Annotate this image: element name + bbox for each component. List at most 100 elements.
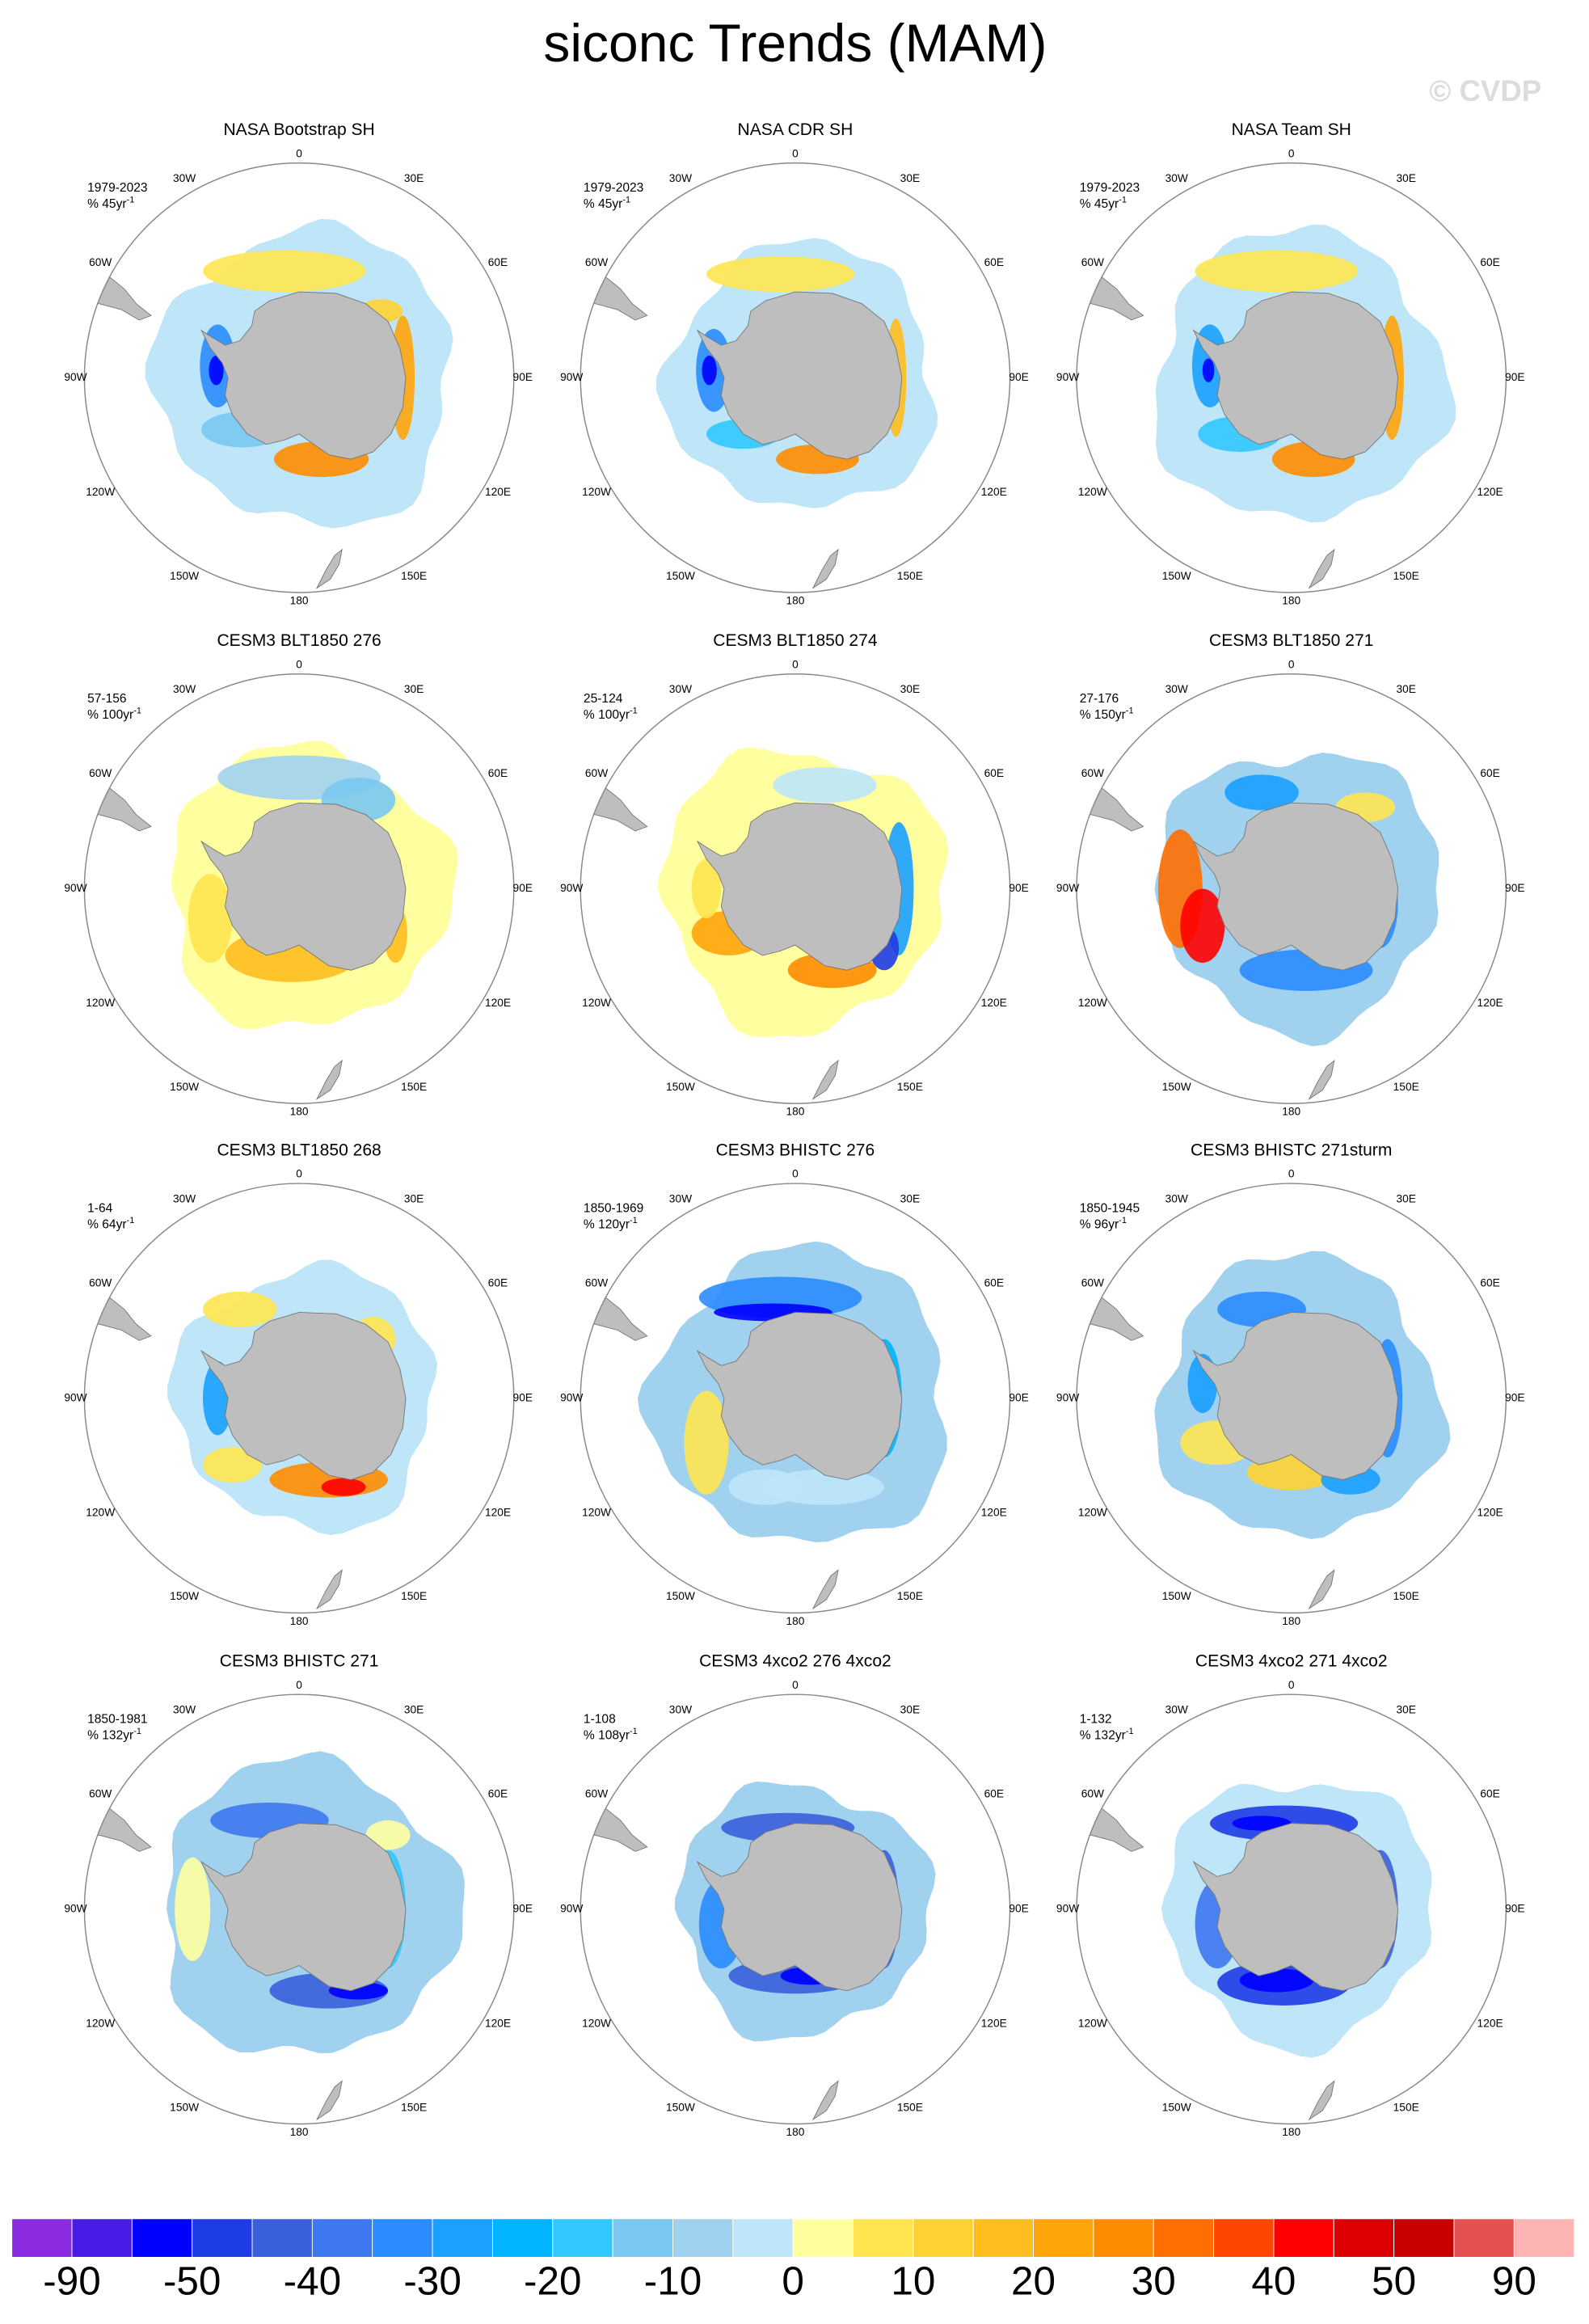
panel-title: CESM3 BLT1850 271	[1209, 631, 1373, 650]
sea-ice-patch	[1180, 888, 1225, 964]
map-area	[84, 740, 458, 1100]
antarctica	[200, 1312, 407, 1480]
antarctica	[696, 802, 903, 971]
sea-ice-patch	[691, 858, 722, 919]
longitude-label: 60W	[89, 1787, 112, 1799]
colorbar-label: 40	[1251, 2259, 1296, 2303]
longitude-label: 0	[1288, 1679, 1295, 1691]
map-border	[1076, 1183, 1507, 1614]
panel-title: CESM3 BHISTC 276	[716, 1141, 875, 1159]
period: 57-156	[87, 692, 126, 706]
longitude-label: 60E	[488, 256, 508, 268]
longitude-label: 60W	[89, 256, 112, 268]
longitude-label: 90W	[64, 371, 86, 383]
colorbar-box	[1453, 2218, 1515, 2258]
longitude-label: 90W	[64, 882, 86, 894]
colorbar-label: -30	[403, 2259, 462, 2303]
colorbar-box	[251, 2218, 313, 2258]
longitude-label: 0	[296, 658, 302, 670]
longitude-label: 120E	[485, 486, 511, 498]
longitude-label: 30W	[1165, 1192, 1188, 1204]
longitude-label: 90E	[1505, 1902, 1524, 1914]
units-exponent: -1	[133, 706, 141, 715]
map-border	[1076, 673, 1507, 1104]
longitude-label: 0	[1288, 1168, 1295, 1180]
sea-ice-patch	[321, 1478, 366, 1496]
colorbar-box	[972, 2218, 1035, 2258]
longitude-label: 180	[1282, 1615, 1300, 1627]
sea-ice-patch	[203, 250, 366, 293]
new-zealand	[315, 2080, 343, 2121]
colorbar-box	[311, 2218, 373, 2258]
antarctica	[200, 291, 407, 460]
units-exponent: -1	[1119, 1216, 1127, 1225]
colorbar-box	[672, 2218, 734, 2258]
longitude-label: 30E	[900, 172, 920, 184]
colorbar-box	[1333, 2218, 1395, 2258]
panel-title: CESM3 BHISTC 271	[220, 1651, 379, 1670]
map-border	[83, 1693, 515, 2125]
new-zealand	[1308, 2080, 1335, 2121]
longitude-label: 30W	[1165, 172, 1188, 184]
panel-title: CESM3 BLT1850 276	[217, 631, 381, 650]
longitude-label: 60W	[89, 767, 112, 779]
colorbar-label: 0	[782, 2259, 804, 2303]
longitude-label: 90E	[513, 882, 533, 894]
panel-title: CESM3 BHISTC 271sturm	[1191, 1141, 1392, 1159]
sea-ice-patch	[1202, 358, 1215, 382]
longitude-label: 150W	[666, 1590, 695, 1602]
longitude-label: 90W	[1056, 371, 1079, 383]
sea-ice-patch	[1232, 1816, 1292, 1831]
longitude-label: 60W	[585, 1276, 608, 1289]
antarctica	[1192, 802, 1399, 971]
units: % 100yr-1	[584, 706, 638, 722]
longitude-label: 180	[1282, 1106, 1300, 1118]
panel-title: NASA Team SH	[1232, 120, 1351, 139]
new-zealand	[811, 2080, 839, 2121]
map-border	[580, 1183, 1011, 1614]
units: % 45yr-1	[584, 195, 630, 211]
longitude-label: 30E	[900, 683, 920, 695]
longitude-label: 150W	[666, 570, 695, 582]
map-area	[84, 1259, 438, 1610]
longitude-label: 30E	[1396, 1192, 1415, 1204]
colorbar-label: -90	[43, 2259, 101, 2303]
longitude-label: 150W	[170, 570, 199, 582]
longitude-label: 150W	[170, 1081, 199, 1093]
longitude-label: 120E	[485, 1506, 511, 1518]
longitude-label: 60E	[1480, 1276, 1499, 1289]
longitude-label: 180	[786, 1106, 804, 1118]
longitude-label: 180	[290, 1615, 309, 1627]
longitude-label: 30E	[404, 1704, 424, 1716]
longitude-label: 120W	[86, 486, 115, 498]
longitude-label: 120E	[1477, 1506, 1503, 1518]
longitude-label: 90E	[1009, 371, 1028, 383]
longitude-label: 60W	[1081, 767, 1104, 779]
sea-ice-patch	[684, 1390, 729, 1495]
longitude-label: 60W	[585, 1787, 608, 1799]
longitude-label: 60W	[1081, 256, 1104, 268]
longitude-label: 30W	[173, 1704, 196, 1716]
map-border	[83, 1183, 515, 1614]
longitude-label: 90E	[1009, 882, 1028, 894]
units-base: % 100yr	[87, 708, 133, 722]
longitude-label: 60W	[1081, 1787, 1104, 1799]
longitude-label: 180	[1282, 2126, 1300, 2138]
sea-ice-patch	[1224, 774, 1299, 811]
units: % 150yr-1	[1080, 706, 1134, 722]
panel-title: NASA Bootstrap SH	[223, 120, 374, 139]
longitude-label: 90E	[1009, 1391, 1028, 1403]
map-area	[580, 1781, 936, 2121]
longitude-label: 120W	[582, 486, 611, 498]
longitude-label: 30W	[173, 683, 196, 695]
longitude-label: 150E	[897, 570, 923, 582]
period: 1979-2023	[584, 181, 643, 195]
colorbar-box	[1273, 2218, 1334, 2258]
longitude-label: 150W	[666, 2101, 695, 2113]
longitude-label: 90E	[513, 1391, 533, 1403]
colorbar-box	[1093, 2218, 1154, 2258]
